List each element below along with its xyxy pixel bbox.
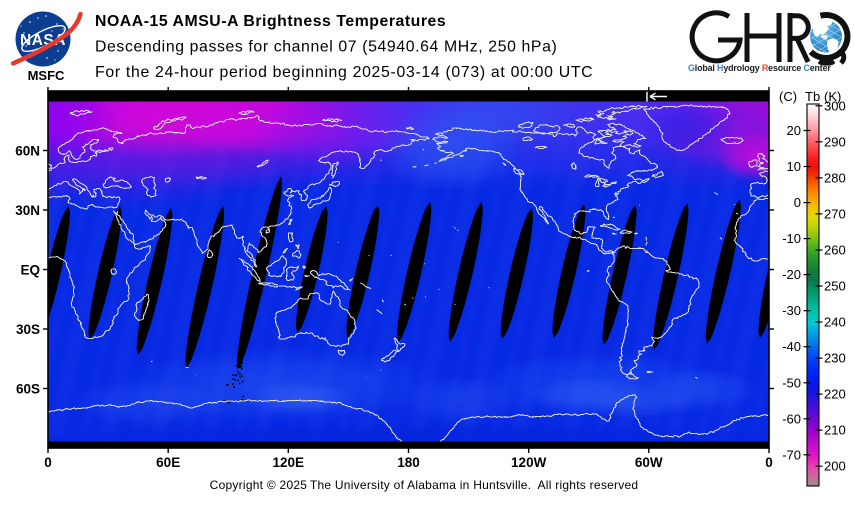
- svg-text:120E: 120E: [273, 455, 305, 470]
- svg-text:-40: -40: [782, 339, 801, 354]
- svg-text:60S: 60S: [16, 381, 40, 396]
- svg-text:Descending passes for channel: Descending passes for channel 07 (54940.…: [95, 39, 557, 56]
- svg-text:Tb: Tb: [805, 89, 820, 104]
- svg-text:0: 0: [765, 455, 773, 470]
- svg-text:NOAA-15 AMSU-A Brightness Temp: NOAA-15 AMSU-A Brightness Temperatures: [95, 13, 446, 30]
- svg-text:60W: 60W: [635, 455, 663, 470]
- svg-text:10: 10: [787, 159, 801, 174]
- svg-text:EQ: EQ: [20, 262, 40, 277]
- svg-text:0: 0: [44, 455, 52, 470]
- svg-text:120W: 120W: [511, 455, 547, 470]
- svg-text:280: 280: [824, 170, 846, 185]
- svg-text:60N: 60N: [15, 143, 40, 158]
- svg-text:200: 200: [824, 459, 846, 474]
- svg-text:30N: 30N: [15, 203, 40, 218]
- svg-text:180: 180: [397, 455, 420, 470]
- svg-text:Copyright © 2025 The Universit: Copyright © 2025 The University of Alaba…: [210, 478, 639, 492]
- svg-text:300: 300: [824, 98, 846, 113]
- svg-text:(K): (K): [824, 89, 841, 104]
- svg-text:220: 220: [824, 387, 846, 402]
- svg-text:-50: -50: [782, 375, 801, 390]
- svg-text:-20: -20: [782, 267, 801, 282]
- svg-text:0: 0: [794, 195, 801, 210]
- svg-text:(C): (C): [779, 89, 797, 104]
- svg-text:260: 260: [824, 243, 846, 258]
- svg-text:290: 290: [824, 134, 846, 149]
- svg-text:-30: -30: [782, 303, 801, 318]
- svg-text:60E: 60E: [156, 455, 180, 470]
- svg-text:210: 210: [824, 423, 846, 438]
- svg-text:270: 270: [824, 206, 846, 221]
- svg-text:MSFC: MSFC: [28, 68, 65, 83]
- svg-text:-60: -60: [782, 411, 801, 426]
- svg-text:Global Hydrology Resource Cent: Global Hydrology Resource Center: [688, 63, 831, 73]
- svg-text:230: 230: [824, 351, 846, 366]
- svg-text:-10: -10: [782, 231, 801, 246]
- svg-text:For the 24-hour period beginni: For the 24-hour period beginning 2025-03…: [95, 64, 593, 81]
- svg-text:240: 240: [824, 315, 846, 330]
- svg-text:20: 20: [787, 123, 801, 138]
- svg-text:30S: 30S: [16, 322, 40, 337]
- svg-text:-70: -70: [782, 447, 801, 462]
- svg-text:250: 250: [824, 279, 846, 294]
